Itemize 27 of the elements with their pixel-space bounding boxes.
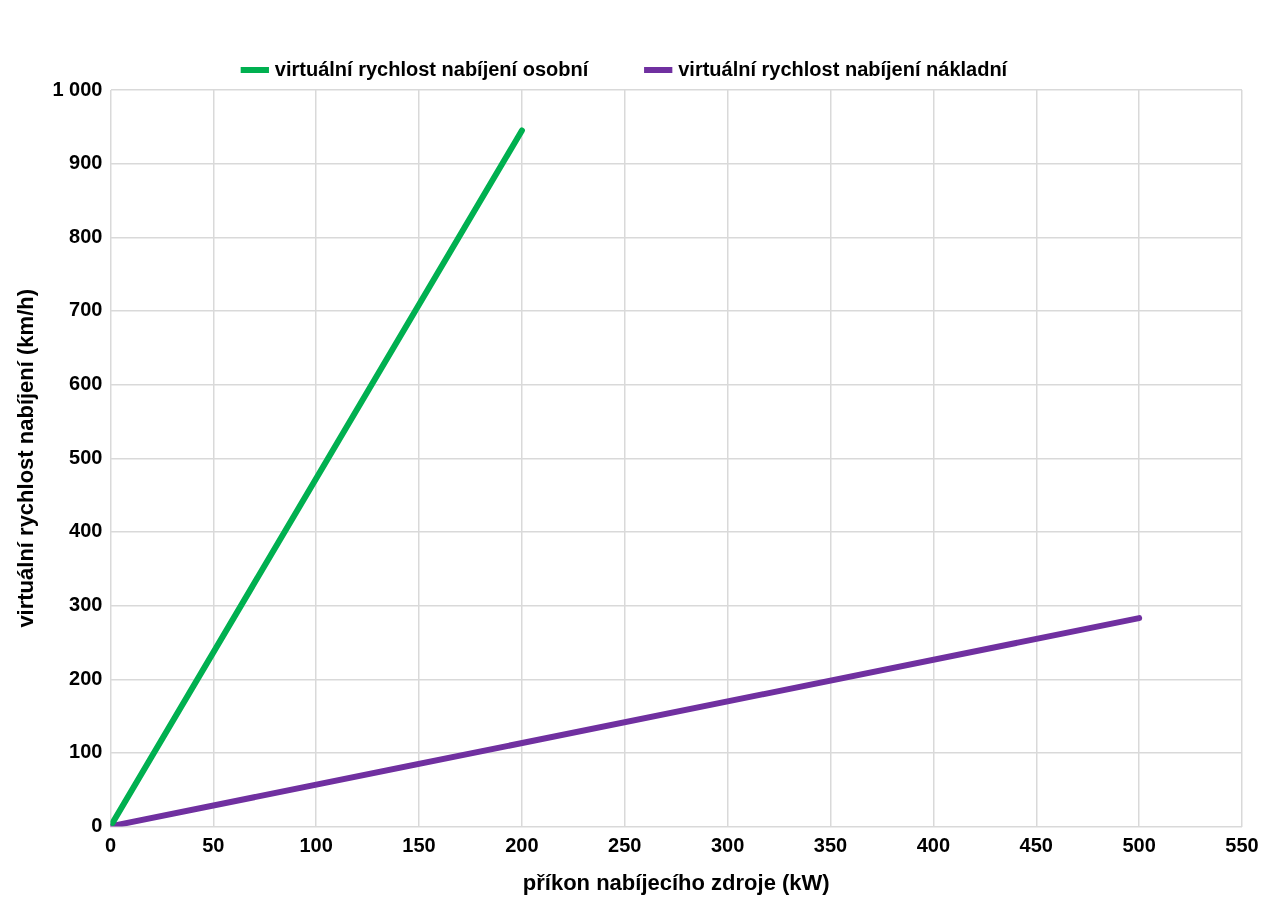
- x-tick-label: 0: [104, 834, 117, 857]
- y-tick-label: 600: [69, 372, 103, 395]
- x-tick-label: 250: [608, 834, 642, 857]
- x-tick-label: 150: [402, 834, 436, 857]
- legend-label: virtuální rychlost nabíjení nákladní: [678, 57, 1009, 80]
- x-tick-label: 550: [1225, 834, 1259, 857]
- x-axis-title: příkon nabíjecího zdroje (kW): [522, 869, 830, 895]
- y-axis-title: virtuální rychlost nabíjení (km/h): [13, 288, 39, 628]
- x-tick-label: 400: [916, 834, 951, 857]
- y-tick-label: 800: [69, 224, 103, 247]
- y-tick-label: 0: [91, 814, 103, 837]
- x-tick-label: 450: [1019, 834, 1053, 857]
- y-tick-label: 700: [69, 298, 103, 321]
- x-tick-label: 100: [299, 834, 333, 857]
- y-tick-label: 300: [69, 593, 103, 616]
- x-tick-label: 350: [813, 834, 848, 857]
- x-tick-label: 50: [202, 834, 225, 857]
- legend-label: virtuální rychlost nabíjení osobní: [274, 57, 590, 80]
- y-tick-label: 200: [69, 666, 103, 689]
- y-tick-label: 500: [69, 445, 103, 468]
- y-tick-label: 400: [69, 519, 103, 542]
- x-tick-label: 300: [710, 834, 745, 857]
- y-tick-label: 1 000: [52, 77, 103, 100]
- y-tick-label: 900: [69, 151, 103, 174]
- x-tick-label: 200: [505, 834, 539, 857]
- y-tick-label: 100: [69, 740, 103, 763]
- x-tick-label: 500: [1122, 834, 1156, 857]
